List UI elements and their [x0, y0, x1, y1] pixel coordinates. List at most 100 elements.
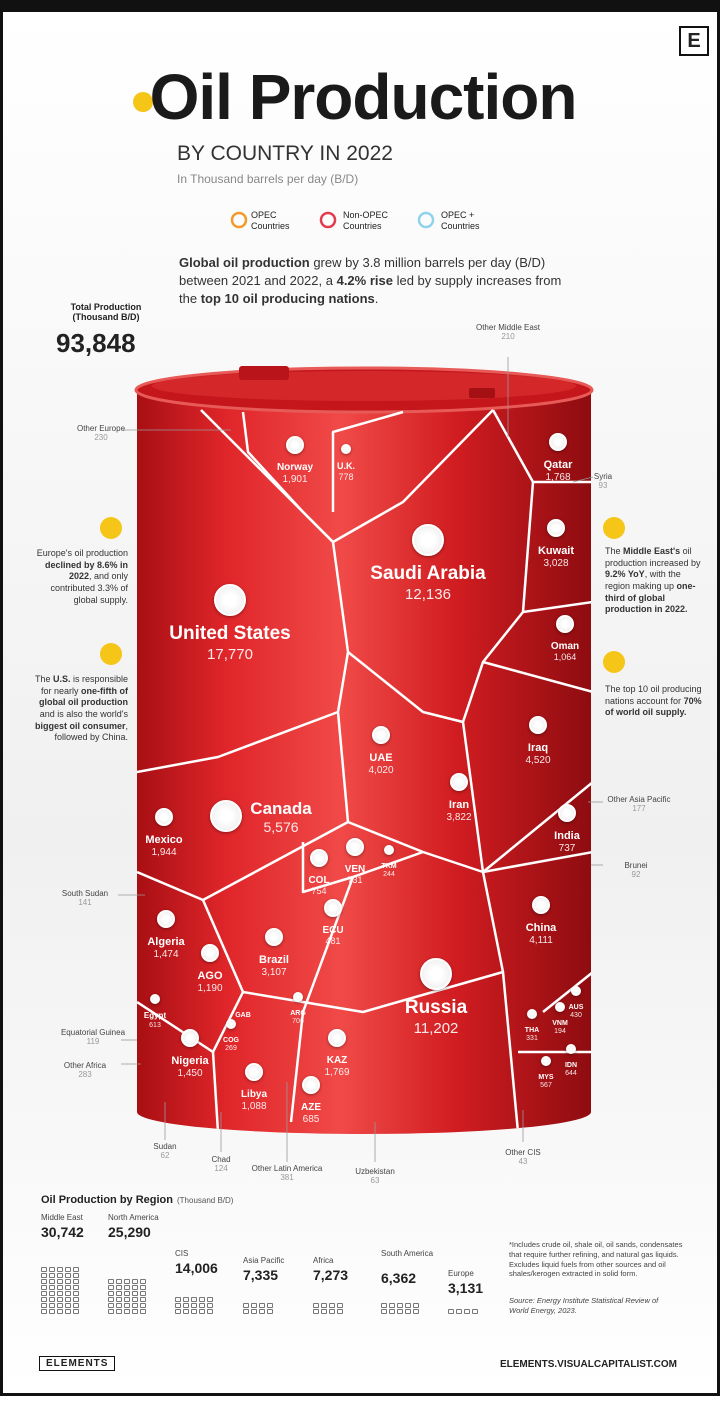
country-name: Russia [404, 997, 468, 1018]
country-name: MYS [538, 1074, 554, 1081]
region-icon [124, 1279, 130, 1284]
text-run: The top 10 oil producing nations account… [605, 684, 702, 706]
region-icon [41, 1279, 47, 1284]
region-icon [41, 1285, 47, 1290]
flag [302, 1076, 320, 1094]
region-icon [49, 1291, 55, 1296]
region-icon [199, 1303, 205, 1308]
legend-label: Non-OPEC Countries [343, 210, 389, 232]
callout-value: 210 [501, 332, 515, 342]
region-icon [73, 1285, 79, 1290]
region-icon [381, 1303, 387, 1308]
region-icon [175, 1303, 181, 1308]
region-icon [175, 1309, 181, 1314]
region-icon [65, 1279, 71, 1284]
text-run: led by supply increases from the [179, 273, 562, 307]
region-icon [405, 1309, 411, 1314]
region-icon [49, 1285, 55, 1290]
region-icon [124, 1297, 130, 1302]
callout: Other Asia Pacific 177 [599, 795, 679, 813]
footer-url: ELEMENTS.VISUALCAPITALIST.COM [499, 1359, 677, 1370]
flag [558, 804, 576, 822]
region-icon [259, 1309, 265, 1314]
flag [555, 1002, 565, 1012]
region-icon [49, 1297, 55, 1302]
callout-lines [118, 357, 603, 1162]
callout-value: 283 [78, 1070, 92, 1080]
flag [226, 1019, 236, 1029]
barrel-cap [239, 366, 289, 380]
flag [210, 800, 242, 832]
region-name: Europe [448, 1269, 474, 1278]
subtitle: BY COUNTRY IN 2022 [177, 142, 393, 165]
region-unit: (Thousand B/D) [177, 1196, 234, 1205]
region-icon [456, 1309, 462, 1314]
region-icon [108, 1303, 114, 1308]
intro: Global oil production grew by 3.8 millio… [179, 254, 579, 309]
region-icon [199, 1309, 205, 1314]
flag [286, 436, 304, 454]
region-icon [65, 1267, 71, 1272]
region-title-text: Oil Production by Region [41, 1194, 173, 1206]
footnote: *Includes crude oil, shale oil, oil sand… [509, 1240, 683, 1279]
region-icon [329, 1309, 335, 1314]
region-icon [57, 1279, 63, 1284]
country-name: Canada [250, 799, 312, 818]
barrel-body [137, 392, 591, 1134]
region-name: Middle East [41, 1213, 83, 1222]
country-name: Iraq [527, 742, 549, 754]
region-icon [191, 1297, 197, 1302]
region-icon [140, 1285, 146, 1290]
region-icon [57, 1291, 63, 1296]
region-title: Oil Production by Region (Thousand B/D) [41, 1194, 233, 1206]
note-icons [100, 517, 625, 673]
flag [293, 992, 303, 1002]
callout: Other Africa 283 [45, 1061, 125, 1079]
side-note: Europe's oil production declined by 8.6%… [28, 548, 128, 606]
region-icon [41, 1309, 47, 1314]
country-value: 1,088 [241, 1101, 267, 1112]
region-icon [49, 1267, 55, 1272]
callout-value: 43 [518, 1157, 528, 1167]
region-icon [57, 1273, 63, 1278]
region-icon [116, 1285, 122, 1290]
barrel-vent [469, 388, 495, 398]
region-icon [321, 1303, 327, 1308]
side-note: The U.S. is responsible for nearly one-f… [28, 674, 128, 744]
flag [310, 849, 328, 867]
region-value: 7,273 [313, 1267, 349, 1283]
unit: In Thousand barrels per day (B/D) [177, 172, 359, 186]
footer-brand: ELEMENTS [39, 1356, 116, 1371]
country-name: AGO [197, 970, 223, 982]
region-name: CIS [175, 1249, 189, 1258]
region-icon [41, 1303, 47, 1308]
flag [201, 944, 219, 962]
region-icon [251, 1309, 257, 1314]
region-icon [191, 1303, 197, 1308]
bold-run: top 10 oil producing nations [200, 291, 375, 307]
country-value: 3,028 [543, 558, 569, 570]
region-icon [57, 1309, 63, 1314]
country-value: 737 [558, 843, 576, 855]
region-icon [251, 1303, 257, 1308]
text-run: grew by 3.8 million barrels per day (B/D… [179, 255, 546, 289]
country-name: KAZ [326, 1055, 348, 1066]
flag [265, 928, 283, 946]
region-icon [183, 1297, 189, 1302]
country-name: Norway [276, 462, 314, 473]
region-icon [381, 1309, 387, 1314]
region-icon [243, 1309, 249, 1314]
callout-name: Equatorial Guinea [60, 1028, 126, 1037]
bold-run: 4.2% rise [336, 273, 393, 289]
region-icon [108, 1297, 114, 1302]
region-icon [57, 1285, 63, 1290]
flag [341, 444, 351, 454]
country-value: 706 [292, 1018, 304, 1026]
region-icon [207, 1303, 213, 1308]
region-icon [464, 1309, 470, 1314]
country-name: Saudi Arabia [370, 563, 486, 584]
country-value: 1,901 [282, 474, 308, 485]
callout-name: Other CIS [505, 1148, 541, 1157]
region-icon [116, 1309, 122, 1314]
region-value: 7,335 [243, 1267, 279, 1283]
